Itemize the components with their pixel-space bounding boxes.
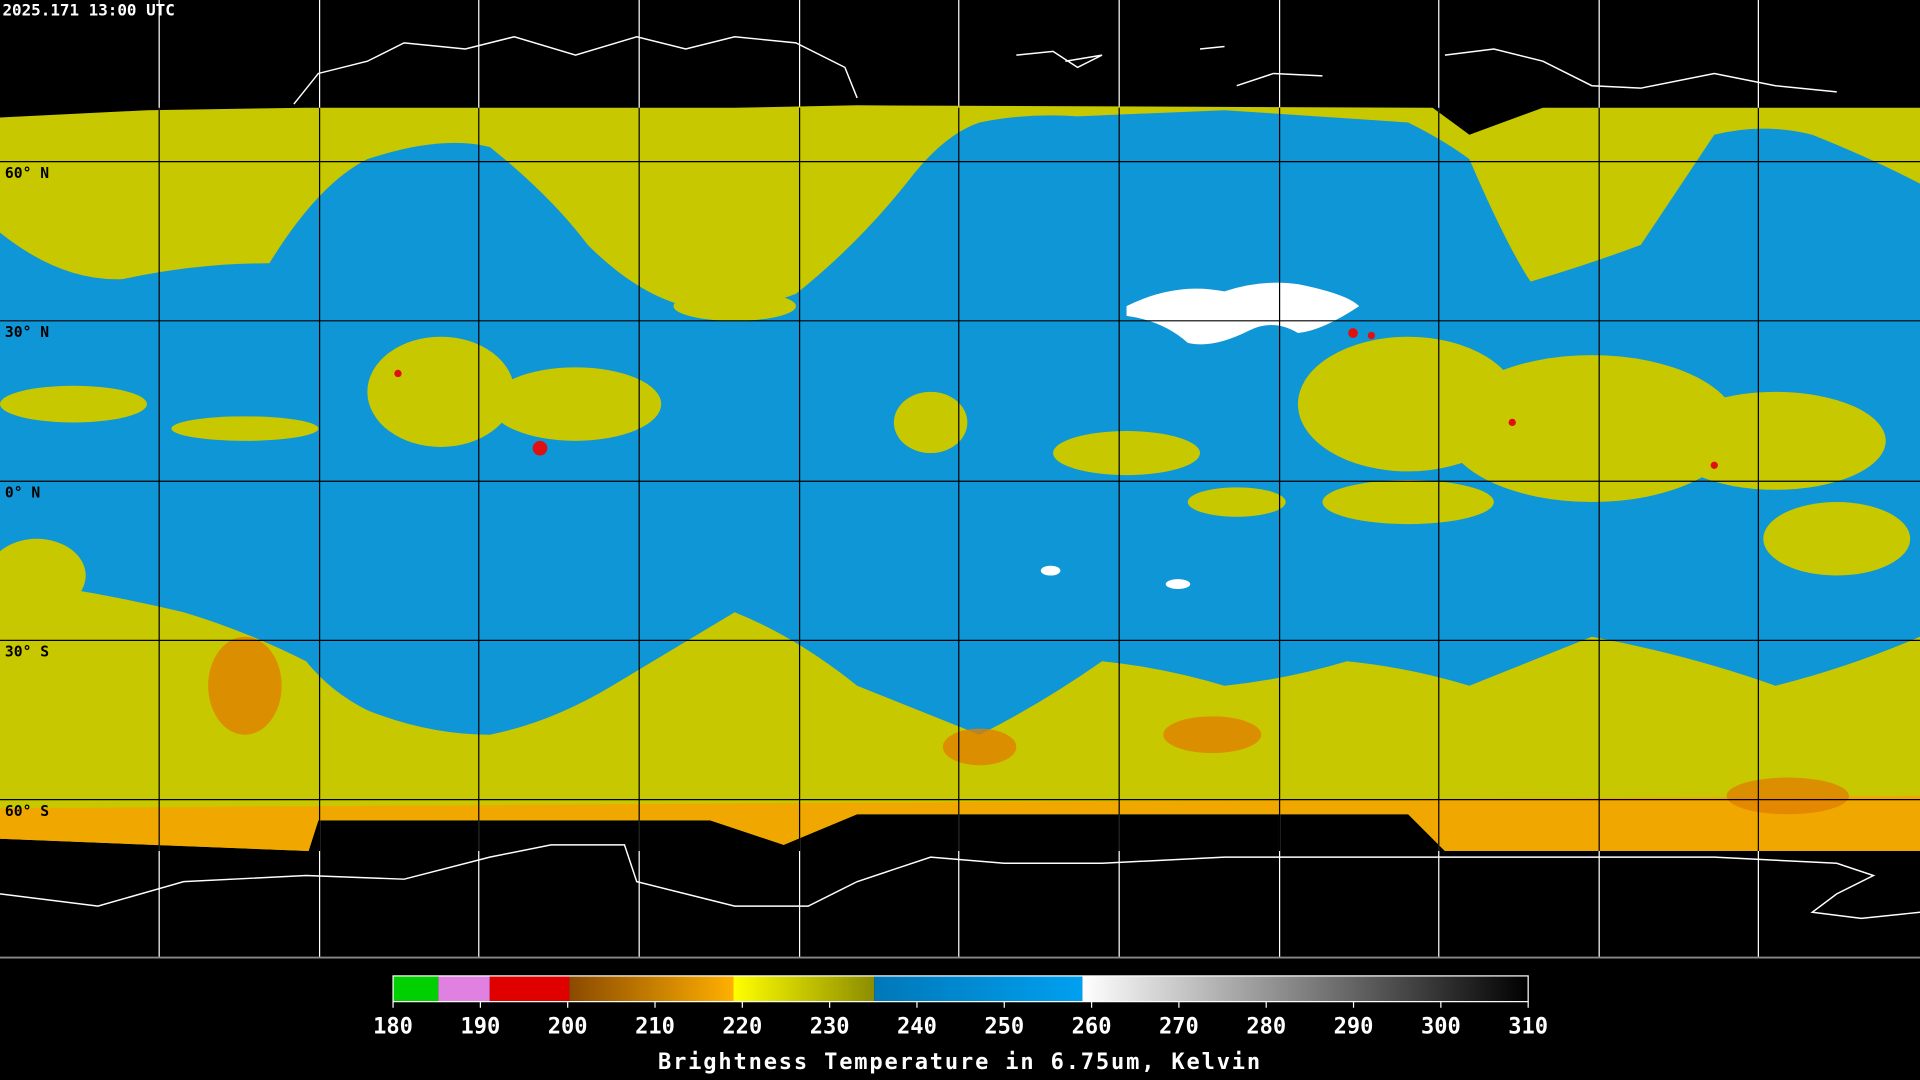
tick-label: 280 xyxy=(1246,1014,1286,1039)
imagery xyxy=(0,105,1920,852)
graticule-inner xyxy=(0,107,1920,852)
colorbar xyxy=(392,975,1529,1003)
colorbar-ticks: 180 190 200 210 220 230 240 250 260 270 280 290 300 3… xyxy=(373,1001,1548,1039)
latitude-label: 60° S xyxy=(5,803,49,820)
latitude-labels: 60° N 30° N 0° N 30° S 60° S xyxy=(5,165,49,820)
tick-label: 260 xyxy=(1072,1014,1112,1039)
latitude-label: 0° N xyxy=(5,484,40,501)
colorbar-title: Brightness Temperature in 6.75um, Kelvin xyxy=(658,1050,1262,1075)
tick-label: 180 xyxy=(373,1014,413,1039)
latitude-label: 30° S xyxy=(5,644,49,661)
tick-label: 250 xyxy=(984,1014,1024,1039)
tick-label: 240 xyxy=(897,1014,937,1039)
tick-label: 300 xyxy=(1421,1014,1461,1039)
tick-label: 310 xyxy=(1508,1014,1548,1039)
tick-label: 230 xyxy=(810,1014,850,1039)
tick-label: 290 xyxy=(1334,1014,1374,1039)
tick-label: 270 xyxy=(1159,1014,1199,1039)
tick-label: 210 xyxy=(635,1014,675,1039)
timestamp: 2025.171 13:00 UTC xyxy=(2,1,174,20)
latitude-label: 30° N xyxy=(5,324,49,341)
tick-label: 220 xyxy=(722,1014,762,1039)
tick-label: 190 xyxy=(460,1014,500,1039)
tick-label: 200 xyxy=(548,1014,588,1039)
latitude-label: 60° N xyxy=(5,165,49,182)
coastlines xyxy=(0,35,1920,920)
